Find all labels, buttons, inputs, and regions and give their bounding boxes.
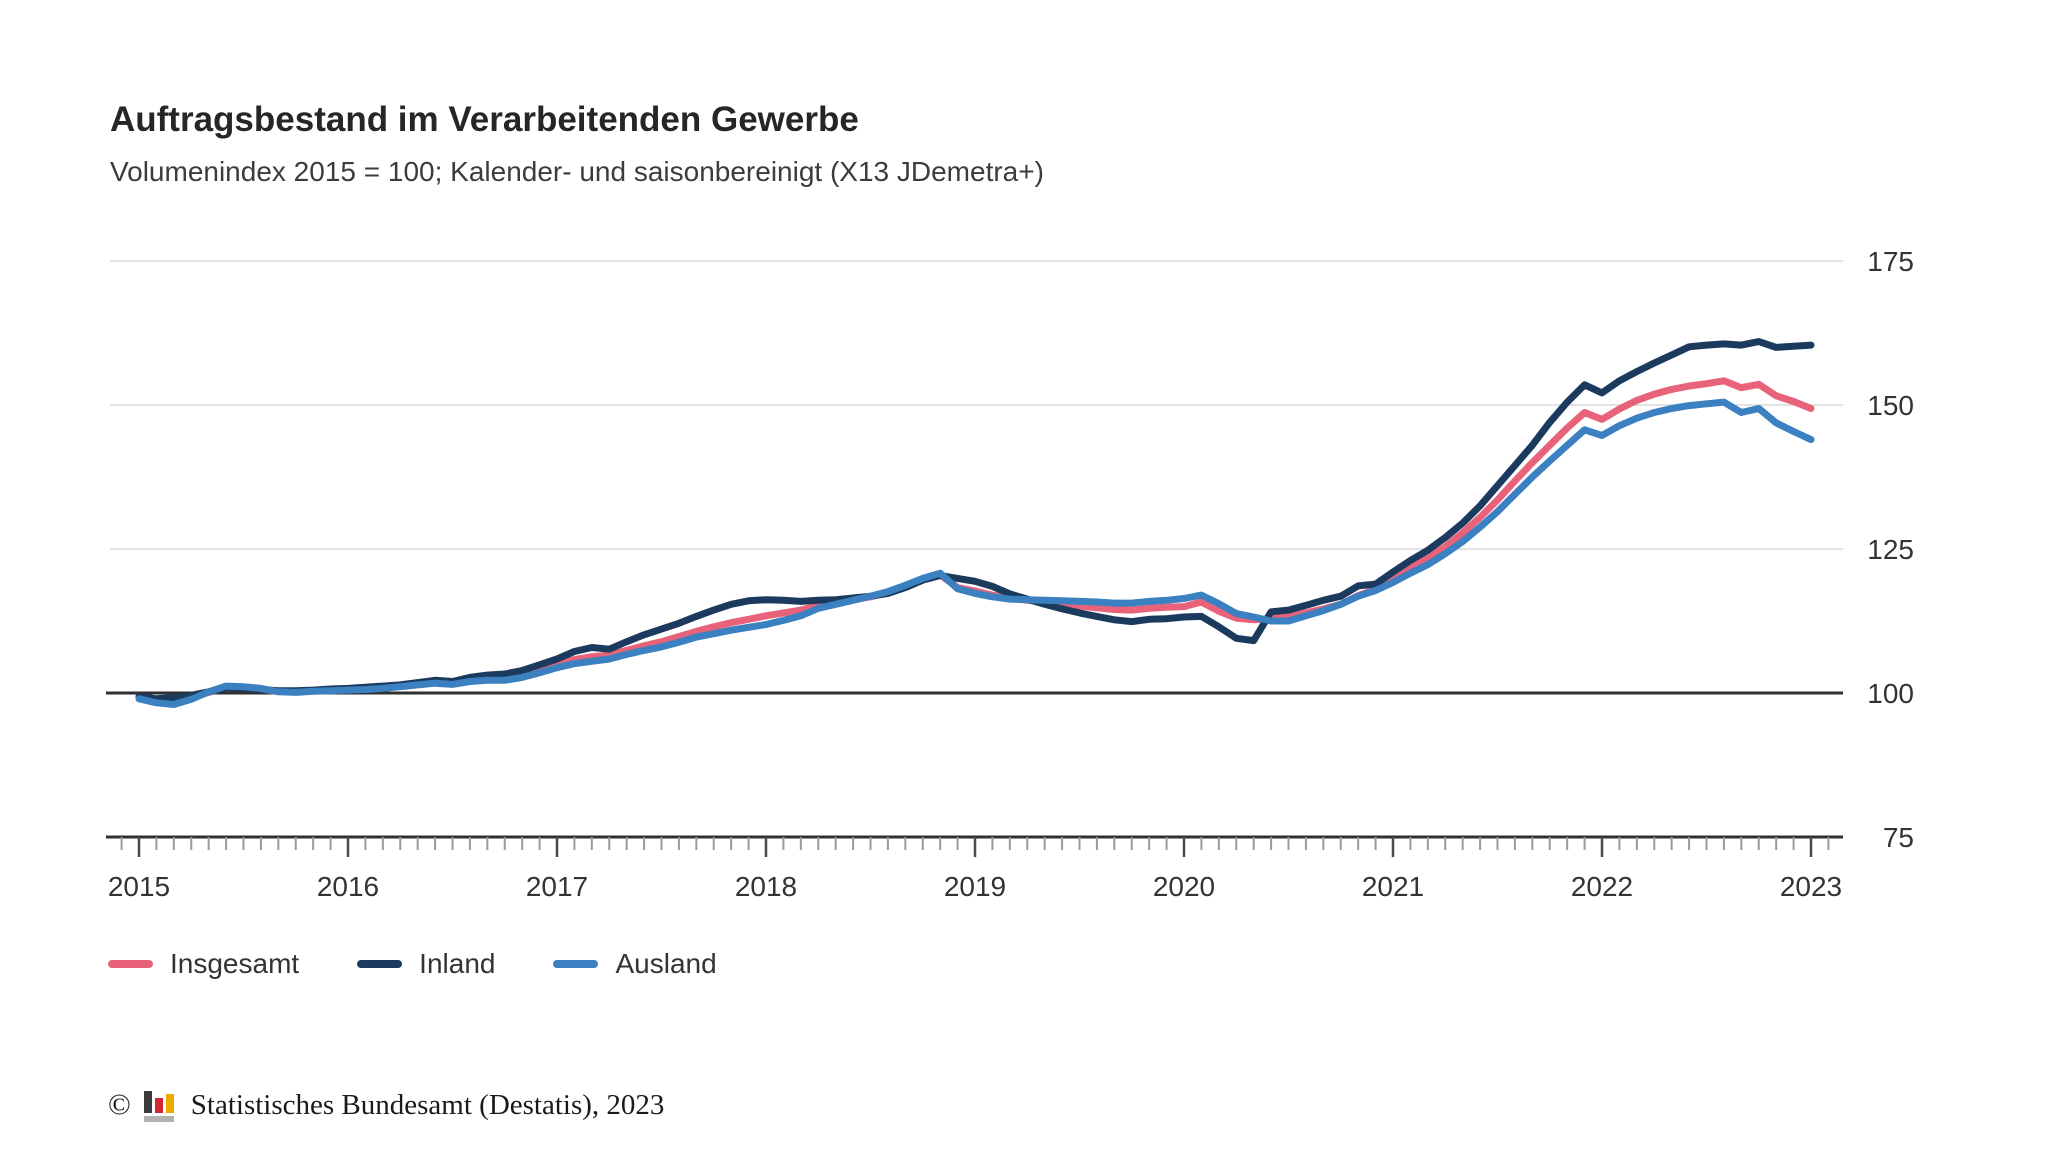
x-axis-label-2023: 2023	[1780, 871, 1842, 902]
legend-label-insgesamt: Insgesamt	[170, 948, 300, 979]
page-title: Auftragsbestand im Verarbeitenden Gewerb…	[110, 100, 859, 139]
legend-item-ausland[interactable]: Ausland	[553, 948, 717, 980]
y-axis-label-150: 150	[1867, 390, 1914, 421]
destatis-logo-icon	[143, 1091, 174, 1122]
x-axis-label-2018: 2018	[735, 871, 797, 902]
x-axis-label-2015: 2015	[108, 871, 170, 902]
legend-item-inland[interactable]: Inland	[357, 948, 495, 980]
legend-item-insgesamt[interactable]: Insgesamt	[108, 948, 299, 980]
y-axis-label-175: 175	[1867, 246, 1914, 277]
y-axis-label-100: 100	[1867, 678, 1914, 709]
y-axis-label-125: 125	[1867, 534, 1914, 565]
x-axis-label-2022: 2022	[1571, 871, 1633, 902]
x-axis-label-2019: 2019	[944, 871, 1006, 902]
page-subtitle: Volumenindex 2015 = 100; Kalender- und s…	[110, 156, 1044, 187]
x-axis-label-2017: 2017	[526, 871, 588, 902]
legend-swatch-insgesamt	[108, 960, 153, 968]
copyright-symbol: ©	[108, 1088, 131, 1121]
y-axis-label-75: 75	[1883, 822, 1914, 853]
footer-source: © Statistisches Bundesamt (Destatis), 20…	[108, 1086, 664, 1124]
legend-label-inland: Inland	[419, 948, 496, 979]
source-text: Statistisches Bundesamt (Destatis), 2023	[190, 1088, 665, 1121]
series-line-inland	[135, 338, 1815, 703]
legend-label-ausland: Ausland	[615, 948, 717, 979]
legend-swatch-inland	[357, 960, 403, 968]
series-line-ausland	[135, 398, 1815, 708]
x-axis-label-2021: 2021	[1362, 871, 1424, 902]
series-line-insgesamt	[135, 377, 1815, 706]
x-axis-label-2016: 2016	[317, 871, 379, 902]
legend: Insgesamt Inland Ausland	[108, 948, 775, 980]
x-axis-label-2020: 2020	[1153, 871, 1215, 902]
legend-swatch-ausland	[553, 960, 599, 968]
